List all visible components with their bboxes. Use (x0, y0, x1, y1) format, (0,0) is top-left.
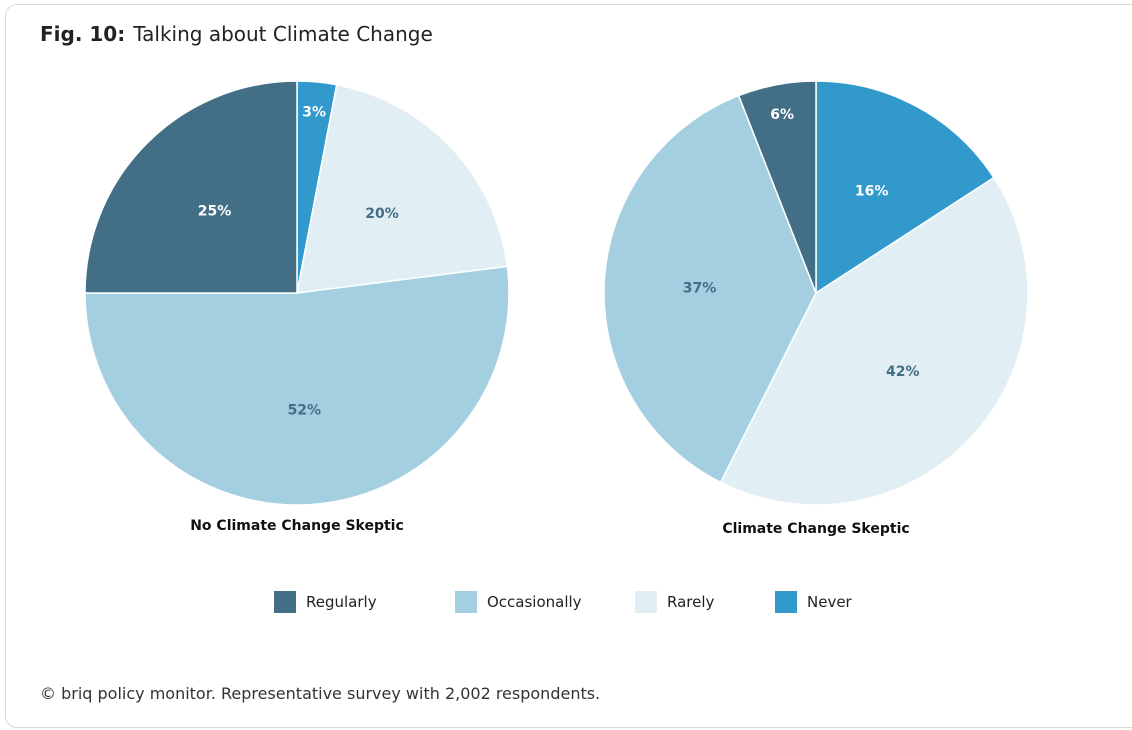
pie-chart-no-skeptic: 3% 20% 52% 25% No Climate Change Skeptic (84, 80, 510, 534)
legend-label-regularly: Regularly (306, 593, 377, 611)
legend-swatch-regularly (274, 591, 296, 613)
pie-title-no-skeptic: No Climate Change Skeptic (190, 518, 404, 534)
source-note: © briq policy monitor. Representative su… (40, 684, 601, 703)
pie-label-no-skeptic-occasionally: 52% (288, 402, 322, 418)
legend-label-rarely: Rarely (667, 593, 715, 611)
pie-slice-skeptic-regularly (737, 80, 817, 294)
legend-item-rarely: Rarely (635, 591, 714, 613)
pie-label-skeptic-rarely: 42% (886, 364, 920, 380)
pie-label-skeptic-never: 16% (855, 184, 889, 200)
pie-slice-skeptic-rarely (719, 176, 1029, 506)
pie-slice-skeptic-occasionally (603, 94, 817, 484)
pie-label-skeptic-regularly: 6% (770, 107, 794, 123)
pie-slice-skeptic-never (815, 80, 995, 295)
pie-label-no-skeptic-regularly: 25% (198, 204, 232, 220)
legend-item-regularly: Regularly (274, 591, 377, 613)
legend-label-never: Never (807, 593, 852, 611)
figure-title-text: Talking about Climate Change (133, 22, 433, 46)
figure-title: Fig. 10: Talking about Climate Change (40, 22, 433, 46)
legend-swatch-occasionally (455, 591, 477, 613)
pie-slice-no-skeptic-regularly (84, 80, 298, 294)
legend-item-occasionally: Occasionally (455, 591, 582, 613)
pie-label-no-skeptic-rarely: 20% (365, 206, 399, 222)
pie-chart-skeptic: 16% 42% 37% 6% Climate Change Skeptic (603, 80, 1029, 537)
legend-label-occasionally: Occasionally (487, 593, 582, 611)
pie-label-no-skeptic-never: 3% (302, 104, 326, 120)
pie-slice-no-skeptic-occasionally (84, 265, 510, 506)
legend-swatch-rarely (635, 591, 657, 613)
legend-swatch-never (775, 591, 797, 613)
pie-title-skeptic: Climate Change Skeptic (722, 521, 909, 537)
pie-label-skeptic-occasionally: 37% (683, 281, 717, 297)
pie-slice-no-skeptic-rarely (296, 83, 509, 294)
legend-item-never: Never (775, 591, 852, 613)
legend: Regularly Occasionally Rarely Never (0, 591, 1132, 615)
figure-number: Fig. 10: (40, 22, 126, 46)
